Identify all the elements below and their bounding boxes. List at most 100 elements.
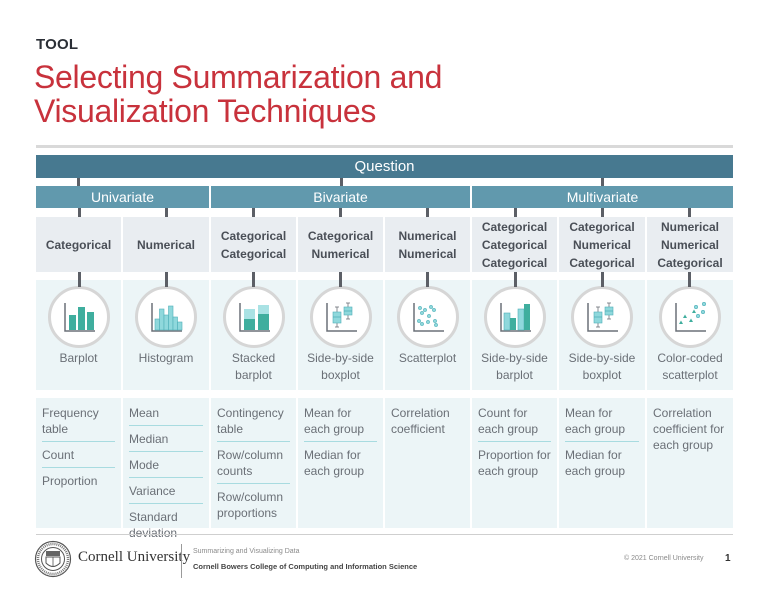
question-node: Question [36, 155, 733, 178]
stat-item: Count [42, 444, 115, 468]
stat-item: Mode [129, 454, 203, 478]
icon-frame [309, 286, 372, 348]
stats-cell-side-by-side-boxplot: Mean for each group Median for each grou… [559, 398, 645, 528]
connector [252, 208, 255, 217]
stats-cell-color-coded-scatterplot: Correlation coefficient for each group [647, 398, 733, 528]
title-line-2: Visualization Techniques [34, 93, 377, 129]
connector [601, 208, 604, 217]
group-univariate: Univariate [36, 186, 209, 208]
type-label: Numerical [660, 219, 719, 234]
type-cell-multivariate-num-num-cat: Numerical Numerical Categorical [647, 217, 733, 272]
stat-item: Correlation coefficient for each group [653, 406, 725, 452]
boxplot-icon [325, 302, 357, 332]
connector [165, 272, 168, 287]
cornell-seal-icon [34, 540, 72, 578]
viz-cell-boxplot: Side-by-side boxplot [298, 280, 383, 390]
stat-item: Proportion [42, 474, 98, 488]
connector [340, 178, 343, 186]
type-label: Categorical [657, 255, 723, 270]
type-label: Categorical [45, 237, 112, 252]
stat-item: Mean [129, 402, 203, 426]
type-cell-bivariate-cat-num: Categorical Numerical [298, 217, 383, 272]
stat-item: Variance [129, 480, 203, 504]
type-cell-univariate-categorical: Categorical [36, 217, 121, 272]
stat-item: Median [129, 428, 203, 452]
viz-label: Stacked barplot [231, 351, 276, 382]
stat-item: Standard deviation [129, 510, 178, 540]
viz-cell-side-by-side-barplot: Side-by-side barplot [472, 280, 557, 390]
type-cell-multivariate-cat-num-cat: Categorical Numerical Categorical [559, 217, 645, 272]
type-label: Categorical [220, 246, 287, 261]
connector [688, 272, 691, 287]
footer-college: Cornell Bowers College of Computing and … [193, 562, 418, 571]
viz-cell-stacked-barplot: Stacked barplot [211, 280, 296, 390]
connector [78, 208, 81, 217]
viz-label: Barplot [59, 351, 98, 365]
stat-item: Frequency table [42, 402, 115, 442]
viz-label: Side-by-side boxplot [568, 351, 636, 382]
university-name: Cornell University [78, 549, 191, 565]
viz-cell-scatterplot: Scatterplot [385, 280, 470, 390]
viz-label: Scatterplot [398, 351, 457, 365]
viz-label: Side-by-side barplot [481, 351, 548, 382]
type-label: Numerical [660, 237, 719, 252]
scatterplot-icon [412, 303, 444, 332]
stat-item: Row/column counts [217, 444, 290, 484]
type-label: Numerical [398, 228, 457, 243]
connector [514, 208, 517, 217]
stats-cell-scatterplot: Correlation coefficient [385, 398, 470, 528]
type-label: Categorical [481, 237, 548, 252]
footer-subtitle: Summarizing and Visualizing Data [193, 548, 300, 555]
stat-item: Contingency table [217, 402, 290, 442]
icon-frame [47, 286, 110, 348]
type-label: Numerical [572, 237, 631, 252]
viz-label: Side-by-side boxplot [307, 351, 374, 382]
copyright: © 2021 Cornell University [624, 555, 704, 562]
connector [339, 272, 342, 287]
connector [78, 272, 81, 287]
title-line-1: Selecting Summarization and [34, 59, 443, 95]
icon-frame [222, 286, 285, 348]
histogram-icon [151, 303, 183, 332]
connector [165, 208, 168, 217]
type-label: Numerical [398, 246, 457, 261]
stat-item: Median for each group [304, 448, 365, 478]
side-by-side-barplot-icon [499, 303, 531, 332]
stat-item: Row/column proportions [217, 490, 284, 520]
connector [252, 272, 255, 287]
icon-frame [396, 286, 459, 348]
stat-item: Median for each group [565, 448, 626, 478]
viz-label: Color-coded scatterplot [657, 351, 723, 382]
type-cell-bivariate-cat-cat: Categorical Categorical [211, 217, 296, 272]
type-label: Categorical [481, 255, 548, 270]
viz-cell-histogram: Histogram [123, 280, 209, 390]
icon-frame [659, 286, 721, 348]
icon-frame [483, 286, 546, 348]
type-label: Categorical [307, 228, 374, 243]
viz-label: Histogram [138, 351, 194, 365]
connector [426, 272, 429, 287]
stats-cell-side-by-side-barplot: Count for each group Proportion for each… [472, 398, 557, 528]
color-coded-scatterplot-icon [675, 302, 706, 332]
connector [601, 272, 604, 287]
page-number: 1 [725, 553, 731, 564]
boxplot-icon [587, 302, 618, 332]
type-cell-multivariate-cat-cat-cat: Categorical Categorical Categorical [472, 217, 557, 272]
type-label: Categorical [569, 255, 635, 270]
type-label: Categorical [220, 228, 287, 243]
type-label: Categorical [481, 219, 548, 234]
stats-cell-histogram: Mean Median Mode Variance Standard devia… [123, 398, 209, 540]
connector [339, 208, 342, 217]
viz-cell-side-by-side-boxplot: Side-by-side boxplot [559, 280, 645, 390]
barplot-icon [63, 303, 95, 332]
eyebrow-label: TOOL [36, 36, 79, 53]
stat-item: Mean for each group [565, 402, 639, 442]
stat-item: Count for each group [478, 402, 551, 442]
page-title: Selecting Summarization and Visualizatio… [34, 60, 442, 128]
stats-cell-stacked-barplot: Contingency table Row/column counts Row/… [211, 398, 296, 528]
title-divider [36, 145, 733, 148]
connector [514, 272, 517, 287]
stats-cell-boxplot: Mean for each group Median for each grou… [298, 398, 383, 528]
icon-frame [135, 286, 197, 348]
group-bivariate: Bivariate [211, 186, 470, 208]
